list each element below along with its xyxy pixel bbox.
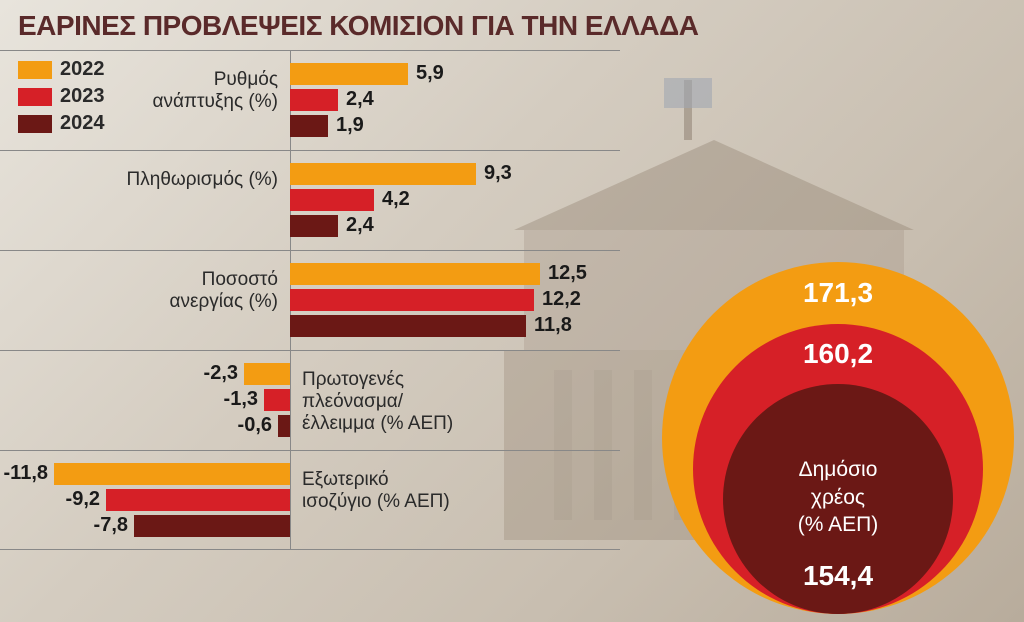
bar: [134, 515, 290, 537]
bar-group: Ποσοστόανεργίας (%) 12,5 12,2 11,8: [0, 250, 620, 350]
legend-item: 2024: [18, 112, 105, 135]
legend-item: 2023: [18, 85, 105, 108]
legend-swatch: [18, 88, 52, 106]
bar-value: -0,6: [238, 414, 272, 437]
bar: [290, 63, 408, 85]
bar: [290, 163, 476, 185]
bar-value: 11,8: [534, 314, 572, 337]
metric-label: Πληθωρισμός (%): [118, 169, 278, 191]
debt-value: 160,2: [662, 338, 1014, 370]
legend-swatch: [18, 115, 52, 133]
metric-label: Πρωτογενέςπλεόνασμα/έλλειμμα (% ΑΕΠ): [302, 369, 502, 435]
bar-group: Πληθωρισμός (%) 9,3 4,2 2,4: [0, 150, 620, 250]
legend-year: 2022: [60, 58, 105, 81]
bar: [106, 489, 290, 511]
debt-circles: 171,3 160,2 154,4 Δημόσιοχρέος(% ΑΕΠ): [662, 262, 1014, 614]
bar-group: Εξωτερικόισοζύγιο (% ΑΕΠ) -11,8 -9,2 -7,8: [0, 450, 620, 550]
metric-label: Εξωτερικόισοζύγιο (% ΑΕΠ): [302, 469, 502, 513]
bar-value: -2,3: [204, 362, 238, 385]
bar: [290, 263, 540, 285]
bar-value: 12,2: [542, 288, 581, 311]
bar-group: Πρωτογενέςπλεόνασμα/έλλειμμα (% ΑΕΠ) -2,3…: [0, 350, 620, 450]
bar-value: 1,9: [336, 114, 364, 137]
bar: [244, 363, 290, 385]
bar-value: 2,4: [346, 214, 374, 237]
bar-value: 9,3: [484, 162, 512, 185]
bar-value: -1,3: [224, 388, 258, 411]
bar-value: 2,4: [346, 88, 374, 111]
bar-value: -7,8: [94, 514, 128, 537]
bar-value: -9,2: [66, 488, 100, 511]
metric-label: Ποσοστόανεργίας (%): [118, 269, 278, 313]
legend-year: 2023: [60, 85, 105, 108]
legend-item: 2022: [18, 58, 105, 81]
bar: [278, 415, 290, 437]
legend: 2022 2023 2024: [18, 58, 105, 139]
bar-value: 4,2: [382, 188, 410, 211]
debt-title: Δημόσιοχρέος(% ΑΕΠ): [662, 456, 1014, 538]
bar: [290, 289, 534, 311]
bar: [264, 389, 290, 411]
metric-label: Ρυθμόςανάπτυξης (%): [118, 69, 278, 113]
debt-value: 154,4: [662, 560, 1014, 592]
chart-title: ΕΑΡΙΝΕΣ ΠΡΟΒΛΕΨΕΙΣ ΚΟΜΙΣΙΟΝ ΓΙΑ ΤΗΝ ΕΛΛΑ…: [18, 10, 698, 42]
bar: [290, 89, 338, 111]
bar-value: 12,5: [548, 262, 587, 285]
bar: [290, 189, 374, 211]
legend-swatch: [18, 61, 52, 79]
bar: [290, 215, 338, 237]
bar: [290, 115, 328, 137]
debt-value: 171,3: [662, 277, 1014, 309]
bar: [290, 315, 526, 337]
bar: [54, 463, 290, 485]
legend-year: 2024: [60, 112, 105, 135]
bar-value: -11,8: [4, 462, 48, 485]
bar-value: 5,9: [416, 62, 444, 85]
